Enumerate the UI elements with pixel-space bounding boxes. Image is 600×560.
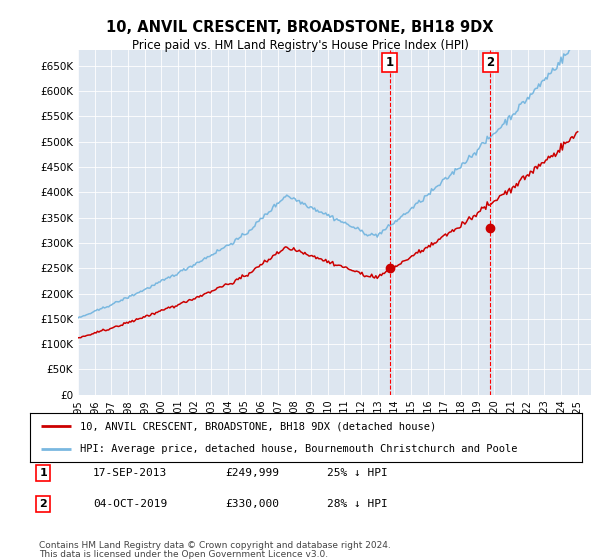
Text: 1: 1	[40, 468, 47, 478]
Text: 28% ↓ HPI: 28% ↓ HPI	[327, 499, 388, 509]
Text: 2: 2	[486, 56, 494, 69]
Text: 10, ANVIL CRESCENT, BROADSTONE, BH18 9DX: 10, ANVIL CRESCENT, BROADSTONE, BH18 9DX	[106, 20, 494, 35]
Text: Contains HM Land Registry data © Crown copyright and database right 2024.: Contains HM Land Registry data © Crown c…	[39, 541, 391, 550]
Text: 04-OCT-2019: 04-OCT-2019	[93, 499, 167, 509]
Text: 2: 2	[40, 499, 47, 509]
Text: £249,999: £249,999	[225, 468, 279, 478]
Text: 10, ANVIL CRESCENT, BROADSTONE, BH18 9DX (detached house): 10, ANVIL CRESCENT, BROADSTONE, BH18 9DX…	[80, 421, 436, 431]
Text: 25% ↓ HPI: 25% ↓ HPI	[327, 468, 388, 478]
Text: £330,000: £330,000	[225, 499, 279, 509]
Text: Price paid vs. HM Land Registry's House Price Index (HPI): Price paid vs. HM Land Registry's House …	[131, 39, 469, 52]
Text: 17-SEP-2013: 17-SEP-2013	[93, 468, 167, 478]
Text: This data is licensed under the Open Government Licence v3.0.: This data is licensed under the Open Gov…	[39, 550, 328, 559]
Text: HPI: Average price, detached house, Bournemouth Christchurch and Poole: HPI: Average price, detached house, Bour…	[80, 444, 517, 454]
Text: 1: 1	[386, 56, 394, 69]
